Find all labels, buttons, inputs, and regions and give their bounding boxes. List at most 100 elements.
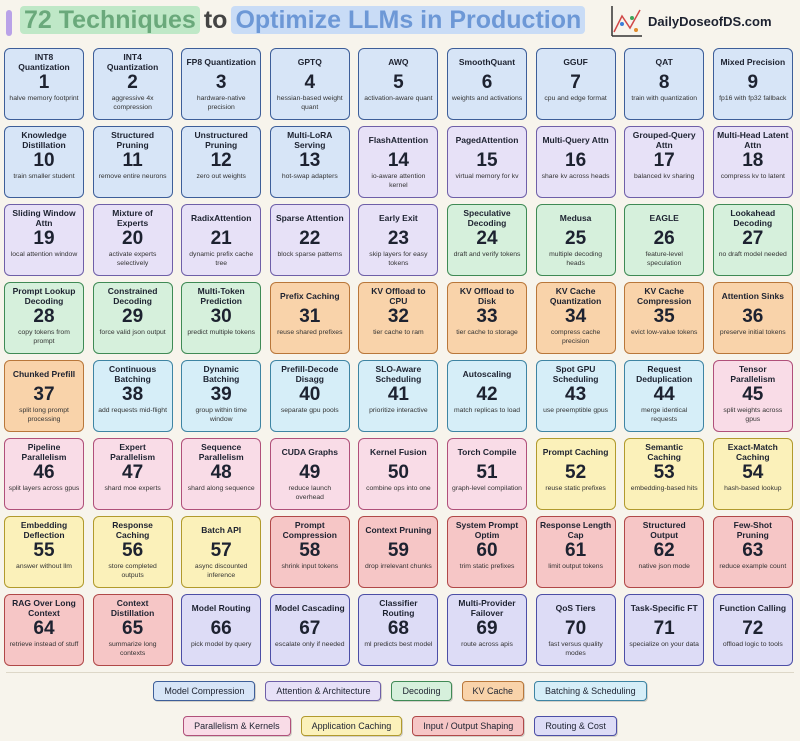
card-title: Prompt Lookup Decoding	[12, 286, 76, 306]
technique-card: Prefill-Decode Disagg 40 separate gpu pool…	[269, 360, 350, 432]
card-title: Sparse Attention	[275, 213, 344, 223]
card-title: RAG Over Long Context	[12, 598, 76, 618]
card-title: PagedAttention	[455, 135, 519, 145]
card-number: 6	[481, 72, 493, 93]
title: 72 Techniques to Optimize LLMs in Producti…	[20, 6, 586, 35]
technique-card: INT4 Quantization 2 aggressive 4x compress…	[92, 48, 173, 120]
card-desc: block sparse patterns	[277, 251, 343, 258]
technique-card: Structured Pruning 11 remove entire neuron…	[92, 126, 173, 198]
technique-card: FlashAttention 14 io-aware attention kerne…	[358, 126, 439, 198]
technique-card: Multi-LoRA Serving 13 hot-swap adapters	[269, 126, 350, 198]
card-number: 5	[393, 72, 404, 93]
card-number: 7	[570, 72, 581, 93]
technique-card: Grouped-Query Attn 17 balanced kv sharing	[624, 126, 705, 198]
card-desc: separate gpu pools	[280, 407, 339, 414]
card-number: 62	[653, 540, 675, 561]
technique-card: Task-Specific FT 71 specialize on your dat…	[624, 594, 705, 666]
card-title: SLO-Aware Scheduling	[375, 364, 422, 384]
card-number: 3	[215, 72, 227, 93]
card-number: 12	[210, 150, 232, 171]
card-number: 53	[653, 462, 675, 483]
card-number: 19	[33, 228, 55, 249]
card-desc: split long prompt processing	[19, 407, 69, 423]
card-number: 66	[210, 618, 232, 639]
technique-card: Mixed Precision 9 fp16 with fp32 fallback	[712, 48, 793, 120]
legend-item: KV Cache	[461, 681, 525, 701]
card-number: 70	[565, 618, 587, 639]
card-title: EAGLE	[649, 213, 679, 223]
card-title: Grouped-Query Attn	[632, 130, 696, 150]
card-desc: activate experts selectively	[108, 251, 157, 267]
card-number: 58	[299, 540, 321, 561]
card-title: Expert Parallelism	[110, 442, 156, 462]
technique-card: Unstructured Pruning 12 zero out weights	[181, 126, 262, 198]
card-desc: reduce example count	[719, 563, 787, 570]
technique-card: Prefix Caching 31 reuse shared prefixes	[269, 282, 350, 354]
card-desc: summarize long contexts	[108, 641, 157, 657]
card-title: Autoscaling	[462, 369, 512, 379]
card-number: 2	[127, 72, 138, 93]
technique-card: Embedding Deflection 55 answer without llm	[4, 516, 84, 588]
technique-card: Prompt Lookup Decoding 28 copy tokens from…	[4, 282, 84, 354]
card-number: 24	[476, 228, 498, 249]
card-title: FP8 Quantization	[186, 57, 256, 67]
card-number: 57	[210, 540, 232, 561]
card-number: 9	[747, 72, 759, 93]
technique-card: Response Caching 56 store completed output…	[92, 516, 173, 588]
card-title: Model Cascading	[274, 603, 345, 613]
card-desc: use preemptible gpus	[543, 407, 609, 414]
card-desc: halve memory footprint	[9, 95, 79, 102]
card-desc: virtual memory for kv	[455, 173, 519, 180]
card-title: GPTQ	[297, 57, 322, 67]
card-title: Prompt Compression	[282, 520, 337, 540]
card-desc: drop irrelevant chunks	[364, 563, 432, 570]
technique-card: Classifier Routing 68 ml predicts best mod…	[358, 594, 439, 666]
card-title: Pipeline Parallelism	[21, 442, 67, 462]
technique-card: System Prompt Optim 60 trim static prefixe…	[447, 516, 527, 588]
card-number: 22	[299, 228, 321, 249]
card-number: 11	[122, 150, 143, 171]
card-title: Continuous Batching	[108, 364, 157, 384]
card-number: 27	[742, 228, 764, 249]
card-title: Semantic Caching	[645, 442, 684, 462]
card-number: 49	[299, 462, 321, 483]
technique-card: Attention Sinks 36 preserve initial tokens	[712, 282, 793, 354]
card-number: 33	[476, 306, 498, 327]
card-desc: train with quantization	[631, 95, 698, 102]
card-number: 59	[387, 540, 409, 561]
card-number: 67	[299, 618, 321, 639]
technique-card: Sequence Parallelism 48 shard along sequen…	[181, 438, 262, 510]
card-desc: remove entire neurons	[98, 173, 167, 180]
card-desc: shard along sequence	[187, 485, 255, 492]
card-desc: store completed outputs	[108, 563, 157, 579]
card-desc: evict low-value tokens	[630, 329, 698, 336]
card-desc: escalate only if needed	[275, 641, 345, 648]
card-number: 63	[742, 540, 764, 561]
technique-card: Mixture of Experts 20 activate experts sel…	[92, 204, 173, 276]
technique-card: EAGLE 26 feature-level speculation	[624, 204, 705, 276]
card-title: Task-Specific FT	[630, 603, 698, 613]
card-title: CUDA Graphs	[281, 447, 338, 457]
card-number: 50	[387, 462, 409, 483]
card-number: 56	[122, 540, 144, 561]
legend-item: Model Compression	[153, 681, 256, 701]
technique-card: Multi-Head Latent Attn 18 compress kv to l…	[712, 126, 793, 198]
legend-item: Application Caching	[300, 716, 403, 736]
card-number: 20	[122, 228, 144, 249]
card-desc: compress kv to latent	[720, 173, 785, 180]
card-title: FlashAttention	[368, 135, 429, 145]
card-number: 32	[387, 306, 409, 327]
card-title: Medusa	[559, 213, 592, 223]
card-desc: graph-level compilation	[452, 485, 522, 492]
technique-card: Request Deduplication 44 merge identical r…	[624, 360, 705, 432]
card-desc: feature-level speculation	[645, 251, 683, 267]
card-desc: async discounted inference	[194, 563, 248, 579]
card-desc: predict multiple tokens	[187, 329, 255, 336]
card-number: 15	[476, 150, 498, 171]
technique-card: Batch API 57 async discounted inference	[181, 516, 262, 588]
card-title: Constrained Decoding	[107, 286, 158, 306]
card-number: 1	[38, 72, 50, 93]
card-desc: reuse shared prefixes	[277, 329, 343, 336]
card-desc: tier cache to ram	[373, 329, 424, 336]
card-number: 42	[476, 384, 498, 405]
